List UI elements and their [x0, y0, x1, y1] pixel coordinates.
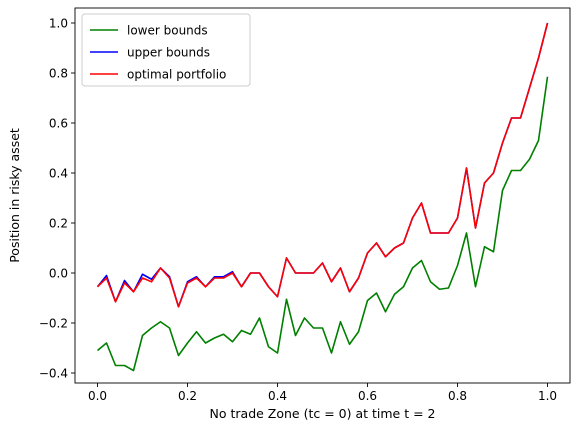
- series-line-lower-bounds: [96, 76, 549, 372]
- y-tick-label: 0.6: [49, 116, 68, 130]
- x-tick-label: 0.2: [178, 389, 197, 403]
- x-tick-label: 0.6: [358, 389, 377, 403]
- x-tick-label: 1.0: [538, 389, 557, 403]
- legend: lower bounds upper bounds optimal portfoli…: [81, 13, 251, 87]
- y-tick-label: 0.0: [49, 266, 68, 280]
- y-tick-label: 1.0: [49, 16, 68, 30]
- axes-frame: [74, 7, 571, 384]
- y-axis-ticks: −0.4 −0.2 0.0 0.2 0.4 0.6 0.8 1.0: [39, 16, 75, 380]
- series-layer: [96, 22, 549, 372]
- x-axis-ticks: 0.0 0.2 0.4 0.6 0.8 1.0: [88, 383, 557, 403]
- legend-label-lower-bounds: lower bounds: [127, 23, 208, 37]
- series-line-optimal-portfolio: [96, 22, 549, 308]
- legend-box: [81, 13, 251, 87]
- y-tick-label: 0.2: [49, 216, 68, 230]
- y-tick-label: −0.2: [39, 316, 68, 330]
- y-tick-label: 0.8: [49, 66, 68, 80]
- legend-label-upper-bounds: upper bounds: [127, 45, 210, 59]
- y-axis-label: Position in risky asset: [7, 128, 22, 263]
- y-tick-label: 0.4: [49, 166, 68, 180]
- x-tick-label: 0.8: [448, 389, 467, 403]
- legend-label-optimal-portfolio: optimal portfolio: [127, 67, 226, 81]
- x-axis-label: No trade Zone (tc = 0) at time t = 2: [210, 406, 436, 421]
- y-tick-label: −0.4: [39, 366, 68, 380]
- x-tick-label: 0.4: [268, 389, 287, 403]
- x-tick-label: 0.0: [88, 389, 107, 403]
